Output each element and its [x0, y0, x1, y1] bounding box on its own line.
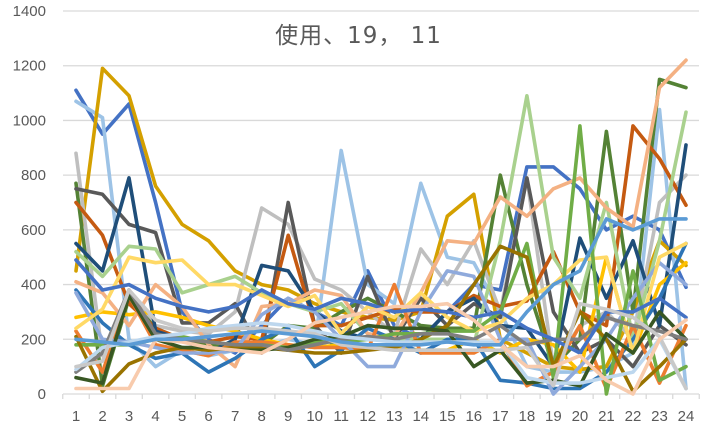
- x-tick-label: 16: [465, 408, 482, 425]
- series-line-s23: [74, 301, 688, 396]
- y-tick-label: 1400: [13, 3, 46, 20]
- x-tick-label: 19: [545, 408, 562, 425]
- x-tick-label: 21: [598, 408, 615, 425]
- y-tick-label: 800: [21, 167, 46, 184]
- y-tick-label: 400: [21, 277, 46, 294]
- series-lines: [74, 58, 688, 396]
- x-tick-label: 8: [257, 408, 265, 425]
- series-line-s4: [74, 151, 688, 369]
- y-tick-label: 0: [38, 386, 46, 403]
- chart-title: 使用、19， 11: [275, 23, 442, 49]
- y-tick-label: 1000: [13, 112, 46, 129]
- x-tick-label: 7: [231, 408, 239, 425]
- x-tick-label: 20: [572, 408, 589, 425]
- x-tick-label: 1: [72, 408, 80, 425]
- series-line-s24: [74, 217, 688, 347]
- x-tick-label: 15: [439, 408, 456, 425]
- x-tick-label: 22: [625, 408, 642, 425]
- y-tick-label: 1200: [13, 58, 46, 75]
- x-tick-label: 18: [519, 408, 536, 425]
- x-tick-label: 5: [178, 408, 186, 425]
- y-tick-label: 600: [21, 222, 46, 239]
- x-tick-label: 17: [492, 408, 509, 425]
- x-tick-label: 13: [386, 408, 403, 425]
- y-axis-labels: 0 200 400 600 800 1000 1200 1400: [13, 3, 46, 403]
- x-tick-label: 9: [284, 408, 292, 425]
- series-line-s18: [74, 293, 688, 388]
- x-tick-label: 12: [359, 408, 376, 425]
- series-line-s1: [74, 88, 688, 355]
- series-line-s22: [74, 288, 688, 391]
- x-tick-label: 14: [412, 408, 429, 425]
- y-tick-label: 200: [21, 331, 46, 348]
- x-tick-label: 4: [151, 408, 159, 425]
- series-line-s20: [74, 321, 688, 391]
- x-axis: 1 2 3 4 5 6 7 8 9 10 11 12 13 14 15 16 17 18 19 20 21 22 23 24: [62, 393, 700, 425]
- x-tick-label: 6: [204, 408, 212, 425]
- x-tick-label: 2: [98, 408, 106, 425]
- x-tick-label: 3: [125, 408, 133, 425]
- x-tick-label: 10: [306, 408, 323, 425]
- x-tick-label: 11: [333, 408, 349, 425]
- x-tick-label: 24: [678, 408, 695, 425]
- x-tick-label: 23: [651, 408, 668, 425]
